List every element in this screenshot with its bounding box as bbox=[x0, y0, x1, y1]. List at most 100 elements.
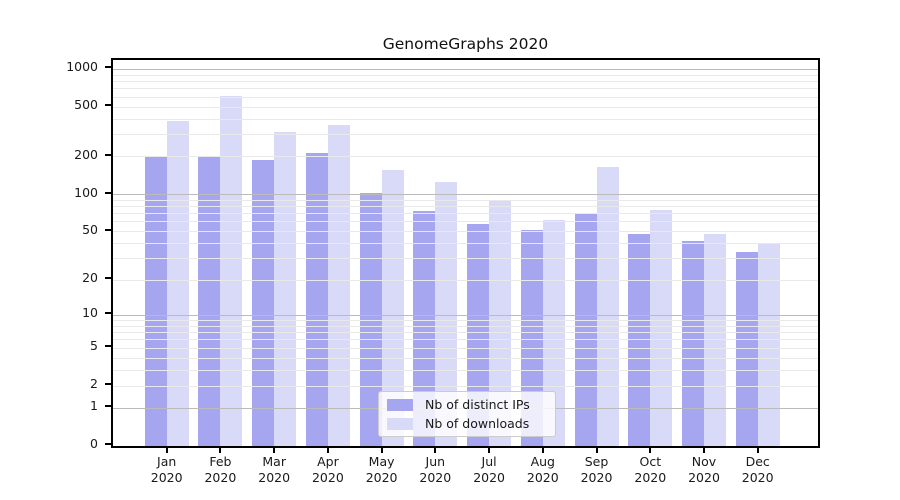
gridline-major bbox=[113, 68, 818, 70]
bar-downloads-jul bbox=[489, 200, 512, 446]
bar-downloads-may bbox=[381, 169, 404, 446]
x-tick-label: Jan 2020 bbox=[150, 454, 183, 485]
y-tick bbox=[105, 191, 111, 194]
x-tick-label: Nov 2020 bbox=[688, 454, 720, 485]
y-axis: 0 1 2 5 10 20 50 100 200 500 1000 bbox=[0, 58, 111, 451]
y-tick-label: 5 bbox=[90, 338, 98, 354]
y-tick bbox=[105, 66, 111, 69]
gridline-minor bbox=[113, 221, 818, 223]
gridline-minor bbox=[113, 106, 818, 108]
chart-title: GenomeGraphs 2020 bbox=[382, 35, 549, 53]
x-tick bbox=[219, 448, 222, 453]
bar-downloads-sep bbox=[596, 167, 619, 446]
gridline-minor bbox=[113, 118, 818, 120]
x-tick bbox=[541, 448, 544, 453]
y-tick bbox=[105, 345, 111, 348]
y-tick bbox=[105, 405, 111, 408]
x-axis: Jan 2020 Feb 2020 Mar 2020 Apr 2020 May 2020 Jun 20… bbox=[111, 448, 818, 500]
bar-ips-feb bbox=[198, 155, 221, 446]
gridline-minor bbox=[113, 347, 818, 349]
bar-downloads-dec bbox=[757, 243, 780, 446]
x-tick bbox=[488, 448, 491, 453]
gridline-minor bbox=[113, 96, 818, 98]
legend-swatch-ips bbox=[387, 398, 413, 411]
y-tick bbox=[105, 228, 111, 231]
legend-item: Nb of downloads bbox=[387, 416, 547, 431]
x-tick-label: Feb 2020 bbox=[204, 454, 237, 485]
y-tick-label: 1 bbox=[90, 398, 98, 414]
x-tick bbox=[703, 448, 705, 453]
y-tick-label: 10 bbox=[82, 305, 98, 321]
gridline-minor bbox=[113, 199, 818, 201]
x-tick-label: Apr 2020 bbox=[311, 454, 344, 485]
gridline-minor bbox=[113, 357, 818, 359]
y-tick-label: 2 bbox=[90, 376, 98, 392]
y-tick-label: 50 bbox=[82, 221, 98, 237]
gridline-minor bbox=[113, 81, 818, 83]
bar-downloads-oct bbox=[650, 210, 673, 446]
x-tick bbox=[380, 448, 383, 453]
x-tick bbox=[595, 448, 598, 453]
legend: Nb of distinct IPs Nb of downloads bbox=[378, 391, 556, 437]
x-tick-label: Dec 2020 bbox=[741, 454, 774, 485]
gridline-minor bbox=[113, 243, 818, 245]
x-tick-label: Sep 2020 bbox=[580, 454, 613, 485]
bar-downloads-apr bbox=[327, 125, 350, 446]
legend-label: Nb of distinct IPs bbox=[425, 397, 530, 412]
x-tick bbox=[649, 448, 652, 453]
gridline-minor bbox=[113, 156, 818, 158]
y-tick bbox=[105, 277, 111, 280]
bar-ips-may bbox=[359, 192, 382, 446]
x-tick-label: Jul 2020 bbox=[473, 454, 505, 485]
x-tick-label: Aug 2020 bbox=[526, 454, 559, 485]
bar-downloads-jan bbox=[166, 120, 189, 446]
y-tick bbox=[105, 383, 111, 386]
gridline-minor bbox=[113, 134, 818, 136]
x-tick-label: May 2020 bbox=[365, 454, 398, 485]
gridline-minor bbox=[113, 325, 818, 327]
x-tick bbox=[434, 448, 437, 453]
bar-ips-nov bbox=[682, 241, 704, 446]
y-tick-label: 1000 bbox=[66, 59, 98, 75]
y-tick-label: 0 bbox=[90, 436, 98, 451]
gridline-minor bbox=[113, 369, 818, 371]
bar-downloads-jun bbox=[435, 182, 458, 446]
x-tick bbox=[756, 448, 759, 453]
y-tick bbox=[105, 153, 111, 156]
y-tick-label: 200 bbox=[74, 146, 98, 162]
y-tick-label: 20 bbox=[82, 270, 98, 286]
gridline-minor bbox=[113, 88, 818, 90]
y-tick bbox=[105, 104, 111, 107]
gridline-minor bbox=[113, 332, 818, 334]
gridline-major bbox=[113, 314, 818, 316]
gridline-minor bbox=[113, 320, 818, 321]
x-tick-label: Oct 2020 bbox=[634, 454, 667, 485]
bar-ips-apr bbox=[305, 153, 328, 446]
x-tick bbox=[165, 448, 168, 453]
x-tick-label: Mar 2020 bbox=[258, 454, 291, 485]
gridline-minor bbox=[113, 74, 818, 76]
legend-swatch-downloads bbox=[387, 417, 413, 430]
gridline-minor bbox=[113, 258, 818, 260]
bar-ips-sep bbox=[574, 213, 597, 446]
gridline-minor bbox=[113, 206, 818, 207]
gridline-minor bbox=[113, 231, 818, 233]
gridline-minor bbox=[113, 279, 818, 281]
legend-label: Nb of downloads bbox=[425, 416, 530, 431]
x-tick bbox=[326, 448, 329, 453]
bar-ips-jul bbox=[467, 223, 490, 446]
plot-area: Nb of distinct IPs Nb of downloads bbox=[111, 58, 820, 448]
y-tick bbox=[105, 312, 111, 315]
gridlines-layer bbox=[113, 60, 818, 446]
bar-downloads-mar bbox=[274, 132, 297, 446]
gridline-minor bbox=[113, 385, 818, 387]
gridline-minor bbox=[113, 213, 818, 215]
gridline-major bbox=[113, 194, 818, 195]
y-tick bbox=[105, 443, 111, 445]
gridline-minor bbox=[113, 339, 818, 341]
y-tick-label: 500 bbox=[74, 97, 98, 113]
bar-ips-jun bbox=[413, 211, 436, 446]
y-tick-label: 100 bbox=[74, 184, 98, 200]
x-tick-label: Jun 2020 bbox=[419, 454, 452, 485]
